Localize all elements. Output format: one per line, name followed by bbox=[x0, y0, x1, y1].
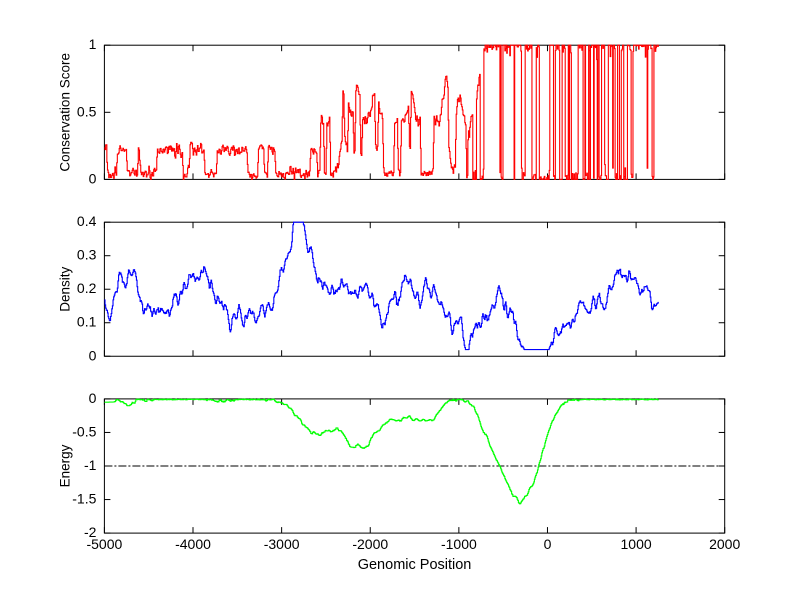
svg-text:-1000: -1000 bbox=[441, 536, 477, 552]
svg-text:0.1: 0.1 bbox=[77, 314, 97, 330]
svg-text:0: 0 bbox=[89, 170, 97, 186]
svg-text:0.2: 0.2 bbox=[77, 280, 97, 296]
svg-text:-1.5: -1.5 bbox=[72, 491, 96, 507]
svg-text:-5000: -5000 bbox=[86, 536, 122, 552]
svg-text:2000: 2000 bbox=[709, 536, 740, 552]
svg-text:Genomic Position: Genomic Position bbox=[358, 557, 472, 573]
svg-text:1000: 1000 bbox=[621, 536, 652, 552]
svg-text:0.5: 0.5 bbox=[77, 103, 97, 119]
svg-text:-1: -1 bbox=[84, 457, 97, 473]
svg-text:0.3: 0.3 bbox=[77, 247, 97, 263]
svg-text:Energy: Energy bbox=[57, 444, 72, 487]
svg-text:-0.5: -0.5 bbox=[72, 423, 96, 439]
svg-text:-4000: -4000 bbox=[175, 536, 211, 552]
svg-text:Density: Density bbox=[57, 266, 72, 311]
svg-text:Conservation Score: Conservation Score bbox=[57, 53, 72, 172]
svg-text:0: 0 bbox=[89, 390, 97, 406]
svg-text:0: 0 bbox=[89, 347, 97, 363]
svg-text:1: 1 bbox=[89, 36, 97, 52]
svg-text:0: 0 bbox=[544, 536, 552, 552]
svg-text:-3000: -3000 bbox=[264, 536, 300, 552]
svg-text:0.4: 0.4 bbox=[77, 213, 97, 229]
svg-text:-2000: -2000 bbox=[352, 536, 388, 552]
